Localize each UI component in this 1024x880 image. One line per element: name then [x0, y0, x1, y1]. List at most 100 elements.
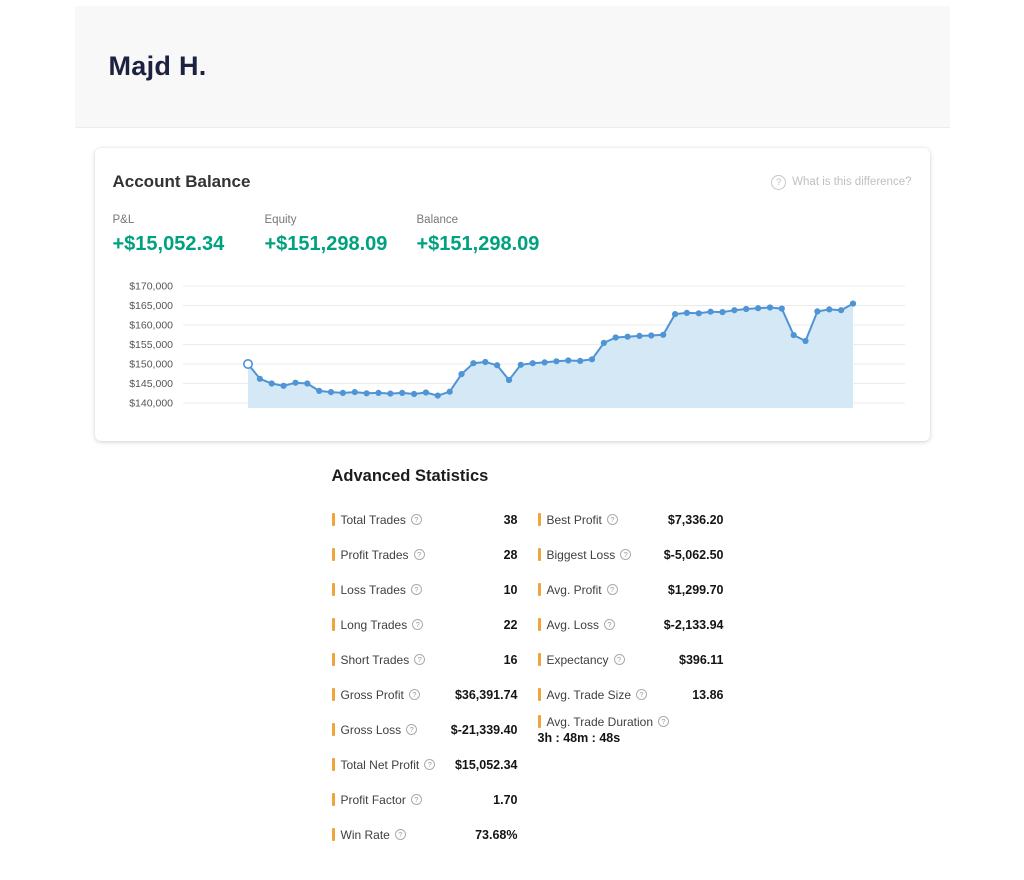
chart-data-point[interactable] [624, 333, 631, 340]
chart-data-point[interactable] [837, 307, 844, 314]
chart-data-point[interactable] [766, 304, 773, 311]
pnl-stat: P&L +$15,052.34 [113, 214, 241, 256]
balance-label: Balance [416, 214, 459, 226]
chart-data-point[interactable] [659, 331, 666, 338]
chart-data-point[interactable] [242, 359, 253, 370]
help-icon[interactable]: ? [603, 619, 615, 630]
chart-data-point[interactable] [363, 390, 370, 397]
help-icon[interactable]: ? [658, 716, 670, 727]
stat-line: Profit Factor? 1.70 [331, 792, 518, 807]
chart-data-point[interactable] [790, 332, 797, 339]
help-icon[interactable]: ? [613, 654, 625, 665]
stat-label: Avg. Profit [546, 582, 602, 597]
help-icon[interactable]: ? [636, 689, 647, 700]
chart-data-point[interactable] [469, 360, 476, 367]
help-icon[interactable]: ? [412, 619, 424, 630]
chart-data-point[interactable] [398, 389, 405, 396]
stat-accent-bar [331, 548, 335, 561]
chart-data-point[interactable] [529, 360, 536, 367]
help-icon[interactable]: ? [606, 584, 618, 595]
chart-data-point[interactable] [576, 357, 583, 364]
difference-help-link[interactable]: ? What is this difference? [771, 174, 912, 190]
chart-data-point[interactable] [256, 375, 263, 382]
chart-data-point[interactable] [410, 390, 417, 398]
chart-data-point[interactable] [446, 388, 453, 395]
help-icon[interactable]: ? [410, 584, 422, 595]
help-icon[interactable]: ? [620, 549, 632, 560]
chart-data-point[interactable] [552, 358, 559, 365]
chart-data-point[interactable] [742, 305, 749, 313]
stat-line: Loss Trades? 10 [331, 583, 518, 597]
stat-value-stacked: 3h : 48m : 48s [537, 730, 621, 745]
stat-accent-bar [537, 618, 541, 631]
chart-data-point[interactable] [730, 307, 738, 314]
chart-data-point[interactable] [849, 300, 856, 307]
stat-label: Long Trades [340, 617, 408, 632]
y-axis-tick-label: $150,000 [129, 359, 173, 371]
balance-line-chart[interactable]: $170,000 $165,000 $160,000 $155,000 $150,000… [113, 272, 913, 424]
stat-label: Profit Trades [340, 547, 409, 562]
stat-label: Gross Profit [340, 687, 404, 702]
chart-data-point[interactable] [588, 356, 595, 363]
help-icon[interactable]: ? [424, 759, 436, 770]
help-icon[interactable]: ? [414, 654, 426, 665]
chart-data-point[interactable] [493, 362, 500, 369]
help-icon[interactable]: ? [413, 549, 425, 560]
chart-data-point[interactable] [671, 311, 678, 318]
y-axis-tick-label: $145,000 [129, 378, 173, 390]
chart-data-point[interactable] [339, 389, 346, 396]
stat-accent-bar [537, 583, 541, 596]
chart-data-point[interactable] [778, 305, 785, 312]
chart-data-point[interactable] [683, 309, 690, 316]
chart-data-point[interactable] [505, 376, 512, 384]
page-container: Majd H. Account Balance ? What is this d… [74, 6, 950, 852]
stat-row-loss-trades: Loss Trades? 10 [331, 572, 518, 607]
stat-label: Total Trades [340, 512, 406, 527]
chart-data-point[interactable] [327, 389, 334, 396]
stat-accent-bar [331, 653, 335, 666]
help-icon[interactable]: ? [394, 829, 406, 840]
chart-data-point[interactable] [647, 332, 654, 339]
stat-row-avg-loss: Avg. Loss? $-2,133.94 [537, 607, 724, 642]
chart-data-point[interactable] [707, 308, 714, 315]
chart-data-point[interactable] [434, 392, 441, 399]
chart-data-point[interactable] [303, 380, 310, 387]
help-icon[interactable]: ? [406, 724, 418, 735]
user-name: Majd H. [108, 51, 207, 81]
question-mark-icon: ? [771, 174, 787, 190]
chart-data-point[interactable] [695, 310, 702, 317]
chart-data-point[interactable] [600, 339, 607, 346]
chart-data-point[interactable] [801, 337, 809, 345]
stat-line: Long Trades? 22 [331, 617, 518, 632]
chart-data-point[interactable] [422, 389, 429, 396]
help-icon[interactable]: ? [410, 514, 422, 525]
chart-data-point[interactable] [564, 357, 571, 364]
chart-data-point[interactable] [612, 334, 619, 341]
chart-data-point[interactable] [457, 371, 465, 378]
chart-data-point[interactable] [541, 359, 548, 366]
help-icon[interactable]: ? [410, 794, 422, 805]
stat-row-biggest-loss: Biggest Loss? $-5,062.50 [537, 537, 724, 572]
chart-data-point[interactable] [351, 389, 358, 396]
stat-value: $-5,062.50 [663, 547, 724, 562]
chart-data-point[interactable] [291, 379, 299, 386]
chart-data-point[interactable] [635, 332, 643, 339]
chart-data-point[interactable] [374, 389, 382, 396]
chart-data-point[interactable] [386, 390, 393, 397]
chart-data-point[interactable] [718, 309, 726, 316]
stat-value: 38 [503, 512, 518, 527]
help-icon[interactable]: ? [606, 514, 618, 525]
chart-data-point[interactable] [315, 387, 322, 394]
chart-data-point[interactable] [517, 361, 524, 368]
chart-data-point[interactable] [754, 305, 761, 312]
chart-data-point[interactable] [813, 308, 821, 315]
chart-data-point[interactable] [280, 382, 287, 389]
stat-value: 1.70 [493, 792, 518, 807]
stat-accent-bar [331, 513, 335, 526]
chart-data-point[interactable] [481, 358, 488, 366]
help-icon[interactable]: ? [408, 689, 420, 700]
stat-line: Avg. Profit? $1,299.70 [537, 582, 724, 597]
chart-data-point[interactable] [825, 306, 832, 313]
stat-value: 16 [503, 652, 518, 667]
chart-data-point[interactable] [268, 380, 275, 387]
